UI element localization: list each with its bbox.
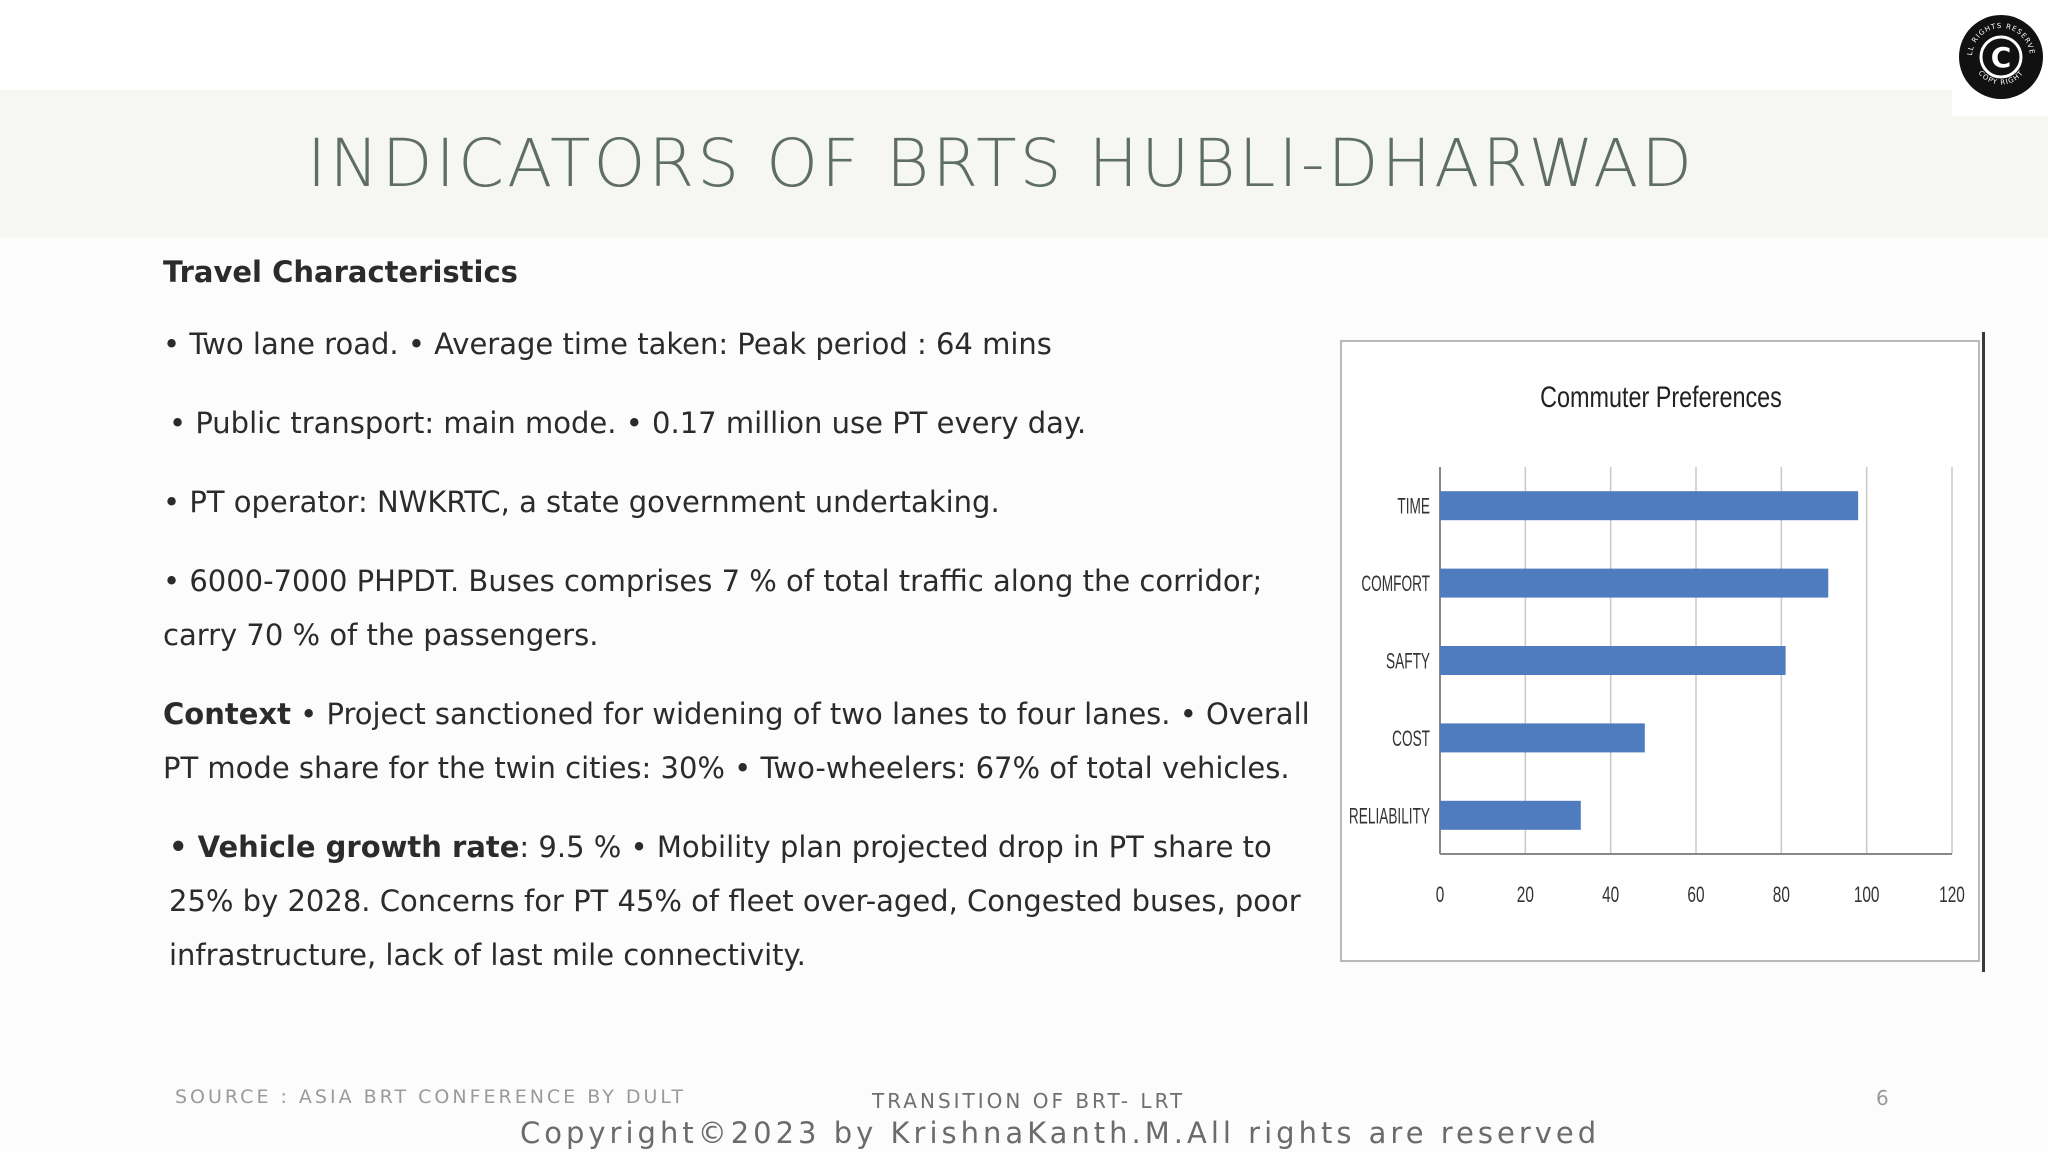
- bar-chart-svg: Commuter Preferences TIME COMFORT SAFTY COS…: [1349, 380, 1965, 908]
- growth-text: : 9.5 % • Mobility plan projected drop i…: [169, 830, 1301, 972]
- bullet-paragraph-1: • Two lane road. • Average time taken: P…: [163, 327, 1052, 361]
- slide-title: INDICATORS OF BRTS HUBLI-DHARWAD: [306, 125, 1696, 202]
- context-text: • Project sanctioned for widening of two…: [163, 697, 1310, 785]
- category-label: COMFORT: [1361, 571, 1430, 596]
- commuter-preferences-chart: Commuter Preferences TIME COMFORT SAFTY COS…: [1340, 340, 1980, 962]
- bullet-paragraph-4: • 6000-7000 PHPDT. Buses comprises 7 % o…: [163, 564, 1263, 652]
- growth-paragraph: • Vehicle growth rate: 9.5 % • Mobility …: [163, 820, 1313, 982]
- category-label: RELIABILITY: [1349, 803, 1430, 828]
- bar-cost: [1440, 723, 1645, 753]
- bar-time: [1440, 491, 1859, 521]
- bullet-paragraph-2: • Public transport: main mode. • 0.17 mi…: [169, 406, 1087, 440]
- x-tick-label: 40: [1602, 883, 1619, 907]
- x-tick-label: 100: [1854, 883, 1880, 907]
- x-tick-label: 0: [1436, 883, 1445, 907]
- copyright-seal-icon: C ALL RIGHTS RESERVED COPY RIGHT: [1958, 14, 2043, 99]
- footer-center-title: TRANSITION OF BRT- LRT: [872, 1089, 1186, 1113]
- svg-text:C: C: [1991, 41, 2012, 74]
- growth-label: • Vehicle growth rate: [169, 830, 520, 864]
- bullet-paragraph-3: • PT operator: NWKRTC, a state governmen…: [163, 485, 1000, 519]
- x-tick-label: 60: [1687, 883, 1704, 907]
- x-tick-label: 120: [1939, 883, 1965, 907]
- bar-safty: [1440, 646, 1786, 675]
- footer-source: SOURCE : ASIA BRT CONFERENCE BY DULT: [175, 1086, 686, 1108]
- context-paragraph: Context • Project sanctioned for widenin…: [163, 687, 1313, 795]
- chart-category-labels: TIME COMFORT SAFTY COST RELIABILITY: [1349, 493, 1430, 828]
- top-bar: [0, 0, 2048, 90]
- chart-bars: [1440, 491, 1859, 830]
- category-label: SAFTY: [1386, 648, 1430, 673]
- title-banner: INDICATORS OF BRTS HUBLI-DHARWAD: [0, 90, 2048, 238]
- x-tick-label: 80: [1773, 883, 1790, 907]
- category-label: COST: [1392, 725, 1430, 750]
- chart-edge-line: [1982, 332, 1985, 972]
- page-number: 6: [1876, 1086, 1889, 1110]
- category-label: TIME: [1397, 493, 1430, 518]
- bar-reliability: [1440, 800, 1581, 830]
- chart-title: Commuter Preferences: [1540, 380, 1782, 413]
- slide-content: Travel Characteristics • Two lane road. …: [163, 252, 1313, 1007]
- chart-tick-labels: 0 20 40 60 80 100 120: [1436, 883, 1965, 907]
- copyright-notice: Copyright©2023 by KrishnaKanth.M.All rig…: [520, 1116, 1601, 1150]
- x-tick-label: 20: [1517, 883, 1534, 907]
- section-heading: Travel Characteristics: [163, 255, 518, 289]
- context-label: Context: [163, 697, 291, 731]
- bar-comfort: [1440, 568, 1829, 598]
